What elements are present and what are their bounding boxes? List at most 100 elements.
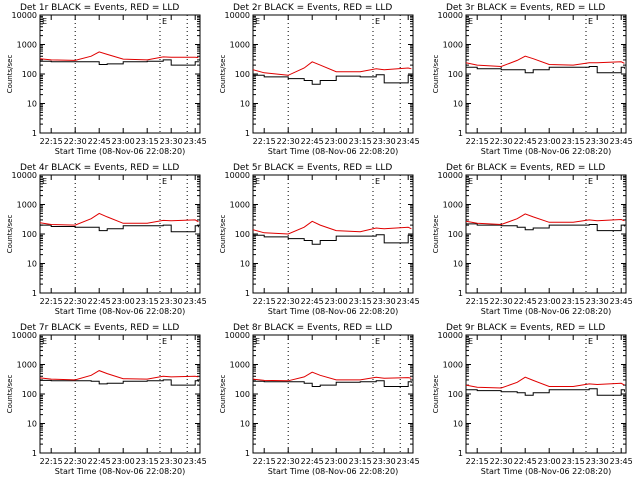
x-tick-label: 22:30 [490, 457, 513, 466]
x-tick-label: 23:30 [586, 457, 609, 466]
x-tick-label: 23:45 [610, 297, 633, 306]
x-tick-label: 23:15 [562, 297, 585, 306]
y-tick-label: 100 [448, 230, 463, 239]
y-tick-label: 10000 [12, 171, 37, 180]
chart-title: Det 6r BLACK = Events, RED = LLD [446, 163, 605, 173]
x-tick-label: 23:45 [610, 457, 633, 466]
series-line-events [466, 223, 625, 232]
chart-panel-3: Det 3r BLACK = Events, RED = LLD 1 10 100 10… [432, 3, 633, 156]
y-tick-label: 10 [27, 260, 37, 269]
interval-marker-label: E [42, 17, 47, 26]
x-tick-label: 23:15 [136, 297, 159, 306]
y-tick-label: 10 [453, 420, 463, 429]
y-tick-label: 1000 [443, 361, 463, 370]
chart-panel-8: Det 8r BLACK = Events, RED = LLD 1 10 100 10… [219, 323, 420, 476]
y-tick-label: 1000 [230, 201, 250, 210]
x-tick-label: 23:15 [562, 137, 585, 146]
interval-marker-label: E [162, 177, 167, 186]
x-tick-label: 23:30 [373, 457, 396, 466]
interval-marker-label: E [255, 177, 260, 186]
plot-frame [465, 334, 627, 454]
x-tick-label: 22:30 [277, 297, 300, 306]
series-line-lld [465, 213, 625, 226]
x-tick-label: 22:30 [490, 137, 513, 146]
y-tick-label: 100 [448, 70, 463, 79]
series-line-lld [39, 51, 199, 61]
y-tick-label: 10000 [438, 171, 463, 180]
chart-title: Det 3r BLACK = Events, RED = LLD [446, 3, 605, 13]
x-tick-label: 23:00 [538, 137, 561, 146]
interval-marker-label: E [375, 337, 380, 346]
y-tick-label: 10000 [438, 11, 463, 20]
x-tick-label: 22:45 [88, 137, 111, 146]
y-tick-label: 10 [27, 420, 37, 429]
chart-title: Det 7r BLACK = Events, RED = LLD [20, 323, 179, 333]
y-tick-label: 10 [453, 260, 463, 269]
series-line-events [40, 59, 199, 66]
series-line-lld [252, 220, 412, 235]
series-line-lld [39, 370, 199, 381]
y-axis-label: Counts/sec [6, 55, 14, 94]
x-tick-label: 23:15 [136, 137, 159, 146]
x-tick-label: 23:15 [349, 457, 372, 466]
y-tick-label: 10000 [225, 331, 250, 340]
chart-title: Det 5r BLACK = Events, RED = LLD [233, 163, 392, 173]
y-tick-label: 10 [453, 100, 463, 109]
y-axis-label: Counts/sec [6, 375, 14, 414]
y-tick-label: 10000 [12, 331, 37, 340]
x-tick-label: 23:30 [160, 137, 183, 146]
chart-panel-5: Det 5r BLACK = Events, RED = LLD 1 10 100 10… [219, 163, 420, 316]
x-axis-label: Start Time (08-Nov-06 22:08:20) [268, 307, 398, 316]
x-tick-label: 23:45 [397, 297, 420, 306]
y-tick-label: 1 [32, 129, 37, 138]
y-tick-label: 1 [245, 449, 250, 458]
y-axis-label: Counts/sec [219, 55, 227, 94]
x-tick-label: 22:45 [301, 457, 324, 466]
y-axis-label: Counts/sec [219, 215, 227, 254]
plot-frame [39, 14, 201, 134]
x-tick-label: 22:15 [253, 297, 276, 306]
y-tick-label: 10000 [438, 331, 463, 340]
y-tick-label: 10 [27, 100, 37, 109]
x-tick-label: 22:45 [514, 457, 537, 466]
x-axis-label: Start Time (08-Nov-06 22:08:20) [268, 467, 398, 476]
x-tick-label: 23:45 [397, 137, 420, 146]
series-line-lld [39, 212, 199, 226]
chart-panel-9: Det 9r BLACK = Events, RED = LLD 1 10 100 10… [432, 323, 633, 476]
interval-marker-label: E [42, 337, 47, 346]
y-tick-label: 1 [245, 129, 250, 138]
y-tick-label: 100 [22, 70, 37, 79]
x-tick-label: 22:45 [88, 297, 111, 306]
interval-marker-label: E [255, 17, 260, 26]
series-line-events [40, 224, 199, 233]
series-line-events [253, 74, 412, 85]
y-tick-label: 10000 [225, 171, 250, 180]
interval-marker-label: E [42, 177, 47, 186]
y-axis-label: Counts/sec [219, 375, 227, 414]
interval-marker-label: E [588, 337, 593, 346]
chart-title: Det 1r BLACK = Events, RED = LLD [20, 3, 179, 13]
x-axis-label: Start Time (08-Nov-06 22:08:20) [55, 307, 185, 316]
x-tick-label: 23:30 [373, 297, 396, 306]
y-tick-label: 1000 [230, 361, 250, 370]
x-tick-label: 22:45 [514, 297, 537, 306]
interval-marker-label: E [162, 17, 167, 26]
y-tick-label: 1 [32, 449, 37, 458]
x-tick-label: 22:15 [466, 137, 489, 146]
x-tick-label: 23:15 [136, 457, 159, 466]
x-tick-label: 23:00 [325, 297, 348, 306]
x-axis-label: Start Time (08-Nov-06 22:08:20) [481, 307, 611, 316]
y-tick-label: 1000 [443, 201, 463, 210]
x-tick-label: 23:45 [184, 457, 207, 466]
plot-frame [39, 174, 201, 294]
x-tick-label: 22:15 [40, 137, 63, 146]
y-tick-label: 100 [235, 70, 250, 79]
interval-marker-label: E [162, 337, 167, 346]
x-tick-label: 22:15 [40, 297, 63, 306]
x-tick-label: 23:00 [538, 297, 561, 306]
interval-marker-label: E [468, 177, 473, 186]
chart-panel-6: Det 6r BLACK = Events, RED = LLD 1 10 100 10… [432, 163, 633, 316]
y-tick-label: 10 [240, 100, 250, 109]
chart-panel-7: Det 7r BLACK = Events, RED = LLD 1 10 100 10… [6, 323, 207, 476]
x-tick-label: 23:00 [112, 457, 135, 466]
